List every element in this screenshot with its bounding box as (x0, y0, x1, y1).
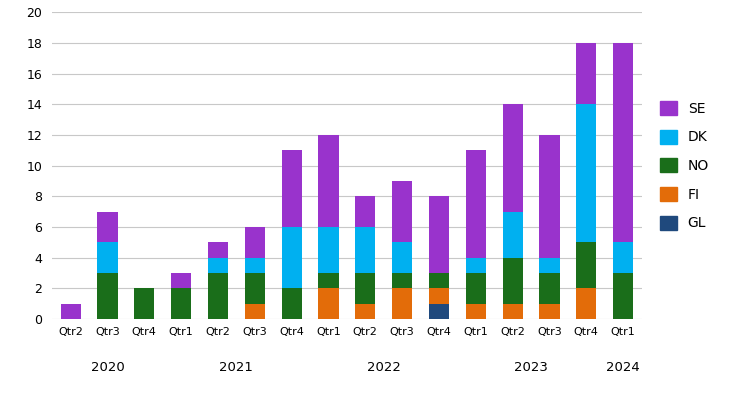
Bar (576, 104, 597, 242)
Bar (503, 104, 523, 212)
Bar (392, 181, 413, 242)
Bar (208, 258, 228, 273)
Bar (503, 303, 523, 319)
Bar (392, 242, 413, 273)
Bar (613, 273, 633, 319)
Bar (576, 288, 597, 319)
Text: 2023: 2023 (514, 361, 548, 374)
Text: 2020: 2020 (90, 361, 125, 374)
Bar (466, 151, 486, 258)
Bar (392, 288, 413, 319)
Bar (539, 135, 560, 258)
Bar (319, 227, 339, 273)
Bar (245, 258, 265, 273)
Legend: SE, DK, NO, FI, GL: SE, DK, NO, FI, GL (654, 95, 715, 236)
Bar (245, 303, 265, 319)
Text: 2024: 2024 (606, 361, 640, 374)
Bar (208, 242, 228, 258)
Bar (392, 273, 413, 288)
Bar (281, 151, 302, 227)
Bar (97, 242, 118, 273)
Bar (355, 196, 375, 227)
Bar (613, 242, 633, 273)
Bar (613, 43, 633, 242)
Bar (319, 135, 339, 227)
Bar (429, 288, 449, 303)
Bar (281, 288, 302, 319)
Bar (429, 273, 449, 288)
Bar (245, 273, 265, 303)
Bar (355, 303, 375, 319)
Bar (355, 273, 375, 303)
Bar (97, 273, 118, 319)
Bar (281, 227, 302, 288)
Bar (208, 273, 228, 319)
Bar (503, 212, 523, 258)
Bar (503, 258, 523, 303)
Text: 2021: 2021 (219, 361, 254, 374)
Bar (171, 273, 191, 288)
Bar (466, 258, 486, 273)
Text: 2022: 2022 (367, 361, 401, 374)
Bar (134, 288, 154, 319)
Bar (539, 303, 560, 319)
Bar (576, 43, 597, 104)
Bar (319, 288, 339, 319)
Bar (97, 212, 118, 242)
Bar (429, 196, 449, 273)
Bar (355, 227, 375, 273)
Bar (60, 303, 81, 319)
Bar (245, 227, 265, 258)
Bar (171, 288, 191, 319)
Bar (576, 242, 597, 288)
Bar (429, 303, 449, 319)
Bar (466, 303, 486, 319)
Bar (466, 273, 486, 303)
Bar (539, 258, 560, 273)
Bar (319, 273, 339, 288)
Bar (539, 273, 560, 303)
